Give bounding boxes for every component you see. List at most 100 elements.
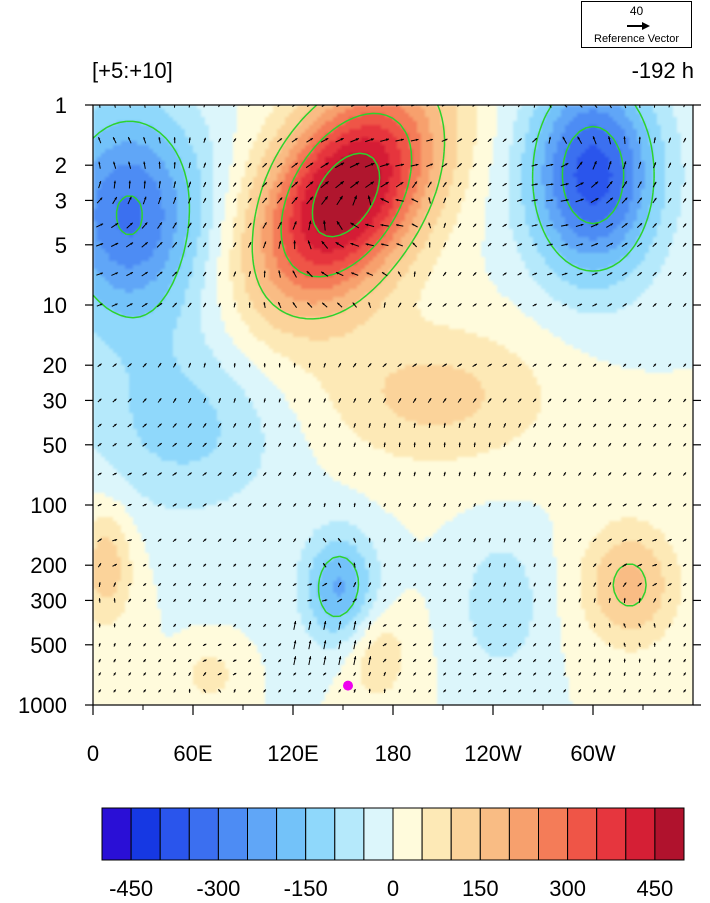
shade-cell [289, 257, 306, 262]
shade-cell [557, 605, 582, 610]
shade-cell [437, 657, 566, 662]
colorbar-swatch [509, 808, 538, 860]
shade-cell [201, 293, 218, 298]
shade-cell [521, 257, 546, 262]
shade-cell [597, 357, 694, 362]
shade-cell [273, 225, 282, 230]
shade-cell [417, 177, 430, 182]
shade-cell [209, 453, 262, 458]
shade-cell [297, 573, 310, 578]
shade-cell [653, 105, 674, 110]
shade-cell [93, 345, 110, 350]
shade-cell [309, 601, 322, 606]
shade-cell [129, 409, 218, 414]
shade-cell [217, 297, 234, 302]
shade-cell [681, 161, 694, 166]
shade-cell [469, 593, 534, 598]
shade-cell [93, 433, 138, 438]
shade-cell [621, 153, 634, 158]
shade-cell [617, 121, 634, 126]
shade-cell [557, 589, 582, 594]
shade-cell [677, 557, 694, 562]
shade-cell [129, 553, 150, 558]
shade-cell [285, 157, 298, 162]
shade-cell [641, 597, 662, 602]
shade-cell [133, 485, 246, 490]
shade-cell [261, 285, 278, 290]
shade-cell [281, 149, 290, 154]
shade-cell [297, 105, 314, 110]
shade-cell [545, 189, 554, 194]
shade-cell [221, 425, 262, 430]
shade-cell [293, 197, 306, 202]
shade-cell [229, 253, 242, 258]
shade-cell [649, 285, 694, 290]
shade-cell [525, 213, 538, 218]
shade-cell [477, 409, 542, 414]
shade-cell [481, 385, 542, 390]
shade-cell [217, 281, 234, 286]
shade-cell [97, 545, 118, 550]
shade-cell [417, 305, 518, 310]
shade-cell [177, 321, 202, 326]
shade-cell [201, 221, 214, 226]
shade-cell [621, 365, 694, 370]
shade-cell [93, 625, 162, 630]
shade-cell [153, 253, 170, 258]
shade-cell [93, 429, 138, 434]
shade-cell [481, 241, 518, 246]
shade-cell [93, 437, 142, 442]
shade-cell [313, 533, 366, 538]
shade-cell [265, 689, 330, 694]
shade-cell [441, 109, 458, 114]
shade-cell [281, 269, 298, 274]
shade-cell [653, 613, 678, 618]
shade-cell [681, 141, 694, 146]
shade-cell [201, 169, 214, 174]
shade-cell [681, 193, 694, 198]
shade-cell [285, 393, 330, 398]
shade-cell [657, 121, 678, 126]
shade-cell [405, 589, 418, 594]
shade-cell [625, 169, 634, 174]
shade-cell [93, 489, 138, 494]
shade-cell [325, 469, 694, 474]
colorbar-label: -300 [196, 876, 240, 898]
shade-cell [309, 241, 350, 246]
shade-cell [565, 185, 578, 190]
shade-cell [533, 157, 546, 162]
shade-cell [653, 185, 666, 190]
shade-cell [129, 377, 190, 382]
shade-cell [525, 313, 694, 318]
shade-cell [109, 461, 178, 466]
shade-cell [113, 465, 262, 470]
shade-cell [177, 149, 194, 154]
shade-cell [525, 261, 546, 266]
location-marker [343, 681, 353, 691]
shade-cell [401, 669, 438, 674]
shade-cell [445, 245, 482, 250]
shade-cell [317, 593, 338, 598]
shade-cell [261, 457, 318, 462]
shade-cell [153, 573, 298, 578]
shade-cell [657, 225, 678, 230]
shade-cell [229, 277, 246, 282]
shade-cell [325, 693, 438, 698]
shade-cell [481, 405, 542, 410]
shade-cell [665, 165, 686, 170]
shade-cell [197, 685, 226, 690]
shade-cell [497, 285, 542, 290]
shade-cell [417, 589, 470, 594]
shade-cell [569, 697, 694, 702]
shade-cell [93, 541, 98, 546]
shade-cell [521, 173, 534, 178]
shade-cell [185, 169, 202, 174]
shade-cell [417, 257, 438, 262]
shade-cell [649, 521, 694, 526]
shade-cell [329, 393, 386, 398]
shade-cell [121, 473, 258, 478]
shade-cell [481, 253, 522, 258]
shade-cell [561, 637, 602, 642]
shade-cell [213, 185, 230, 190]
shade-cell [501, 445, 694, 450]
